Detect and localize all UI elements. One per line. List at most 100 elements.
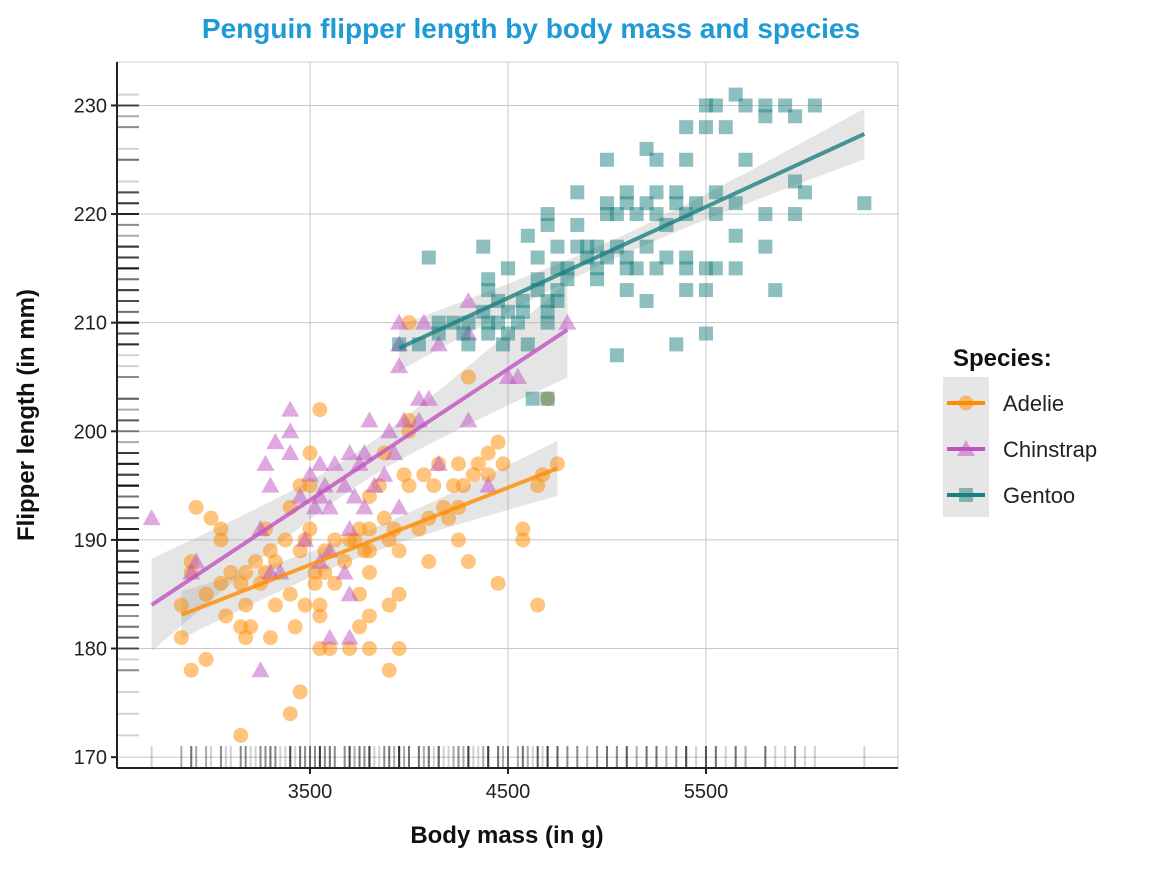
adelie-point	[267, 554, 283, 570]
gentoo-point	[807, 98, 822, 113]
adelie-point	[381, 597, 397, 613]
gentoo-point	[525, 391, 540, 406]
gentoo-point	[619, 185, 634, 200]
adelie-point	[352, 619, 368, 635]
chinstrap-point	[459, 411, 478, 428]
adelie-point	[248, 554, 264, 570]
adelie-point	[307, 575, 323, 591]
gentoo-point	[768, 283, 783, 298]
adelie-point	[480, 467, 496, 483]
chinstrap-point	[419, 389, 438, 406]
gentoo-point	[728, 196, 743, 211]
chinstrap-point	[414, 313, 433, 330]
gentoo-point	[560, 272, 575, 287]
adelie-point	[337, 554, 353, 570]
chinstrap-point	[380, 422, 399, 439]
gentoo-point	[609, 348, 624, 363]
chart-title: Penguin flipper length by body mass and …	[202, 13, 860, 44]
adelie-point	[495, 456, 511, 472]
gentoo-point	[550, 293, 565, 308]
gentoo-point	[728, 87, 743, 102]
gentoo-point	[639, 239, 654, 254]
adelie-point	[361, 564, 377, 580]
adelie-point	[421, 554, 437, 570]
adelie-point	[455, 478, 471, 494]
gentoo-point	[500, 261, 515, 276]
chinstrap-point	[375, 465, 394, 482]
adelie-point	[381, 662, 397, 678]
adelie-point	[203, 510, 219, 526]
gentoo-point	[540, 391, 555, 406]
chinstrap-point	[266, 433, 285, 450]
chinstrap-point	[340, 520, 359, 537]
adelie-point	[490, 575, 506, 591]
chinstrap-point	[261, 476, 280, 493]
chinstrap-point	[320, 628, 339, 645]
axes: 170 180 190 200 210 220 230 3500 4500 5500	[74, 62, 898, 803]
adelie-point	[451, 456, 467, 472]
adelie-point	[361, 641, 377, 657]
y-tick-label: 230	[74, 95, 107, 117]
chinstrap-point	[281, 400, 300, 417]
gentoo-point	[649, 207, 664, 222]
adelie-point	[470, 456, 486, 472]
gentoo-point	[698, 326, 713, 341]
gentoo-point	[679, 152, 694, 167]
adelie-point	[361, 521, 377, 537]
gentoo-point	[708, 207, 723, 222]
gentoo-point	[857, 196, 872, 211]
adelie-point	[401, 478, 417, 494]
gentoo-point	[515, 293, 530, 308]
chinstrap-point	[325, 454, 344, 471]
adelie-point	[213, 575, 229, 591]
adelie-point	[426, 478, 442, 494]
adelie-point	[213, 532, 229, 548]
adelie-point	[173, 630, 189, 646]
y-tick-label: 170	[74, 747, 107, 769]
gentoo-point	[456, 326, 471, 341]
gentoo-point	[669, 185, 684, 200]
adelie-point	[361, 543, 377, 559]
chinstrap-point	[281, 444, 300, 461]
adelie-point	[233, 575, 249, 591]
gentoo-point	[550, 283, 565, 298]
x-tick-label: 3500	[288, 781, 333, 803]
adelie-point	[218, 608, 234, 624]
adelie-point	[361, 608, 377, 624]
gentoo-point	[708, 261, 723, 276]
chinstrap-point	[335, 476, 354, 493]
adelie-point	[262, 630, 278, 646]
adelie-point	[223, 564, 239, 580]
y-tick-label: 220	[74, 204, 107, 226]
gentoo-point	[728, 228, 743, 243]
gentoo-point	[540, 304, 555, 319]
x-tick-label: 4500	[486, 781, 531, 803]
chinstrap-point	[281, 422, 300, 439]
adelie-point	[480, 445, 496, 461]
chinstrap-point	[340, 628, 359, 645]
gentoo-point	[669, 337, 684, 352]
gentoo-point	[788, 207, 803, 222]
adelie-point	[490, 434, 506, 450]
y-axis-label: Flipper length (in mm)	[13, 289, 40, 541]
adelie-point	[530, 597, 546, 613]
gentoo-point	[590, 261, 605, 276]
data-points	[142, 87, 872, 743]
gentoo-point	[728, 261, 743, 276]
adelie-point	[317, 564, 333, 580]
gentoo-point	[708, 185, 723, 200]
adelie-point	[297, 597, 313, 613]
y-tick-label: 180	[74, 639, 107, 661]
x-axis-label: Body mass (in g)	[410, 822, 603, 849]
gentoo-point	[570, 217, 585, 232]
chinstrap-point	[390, 357, 409, 374]
adelie-point	[361, 488, 377, 504]
gentoo-point	[540, 217, 555, 232]
gentoo-point	[570, 185, 585, 200]
gentoo-point	[496, 337, 511, 352]
adelie-point	[198, 586, 214, 602]
gentoo-point	[649, 152, 664, 167]
gentoo-point	[679, 250, 694, 265]
adelie-point	[233, 727, 249, 743]
gentoo-point	[698, 120, 713, 135]
